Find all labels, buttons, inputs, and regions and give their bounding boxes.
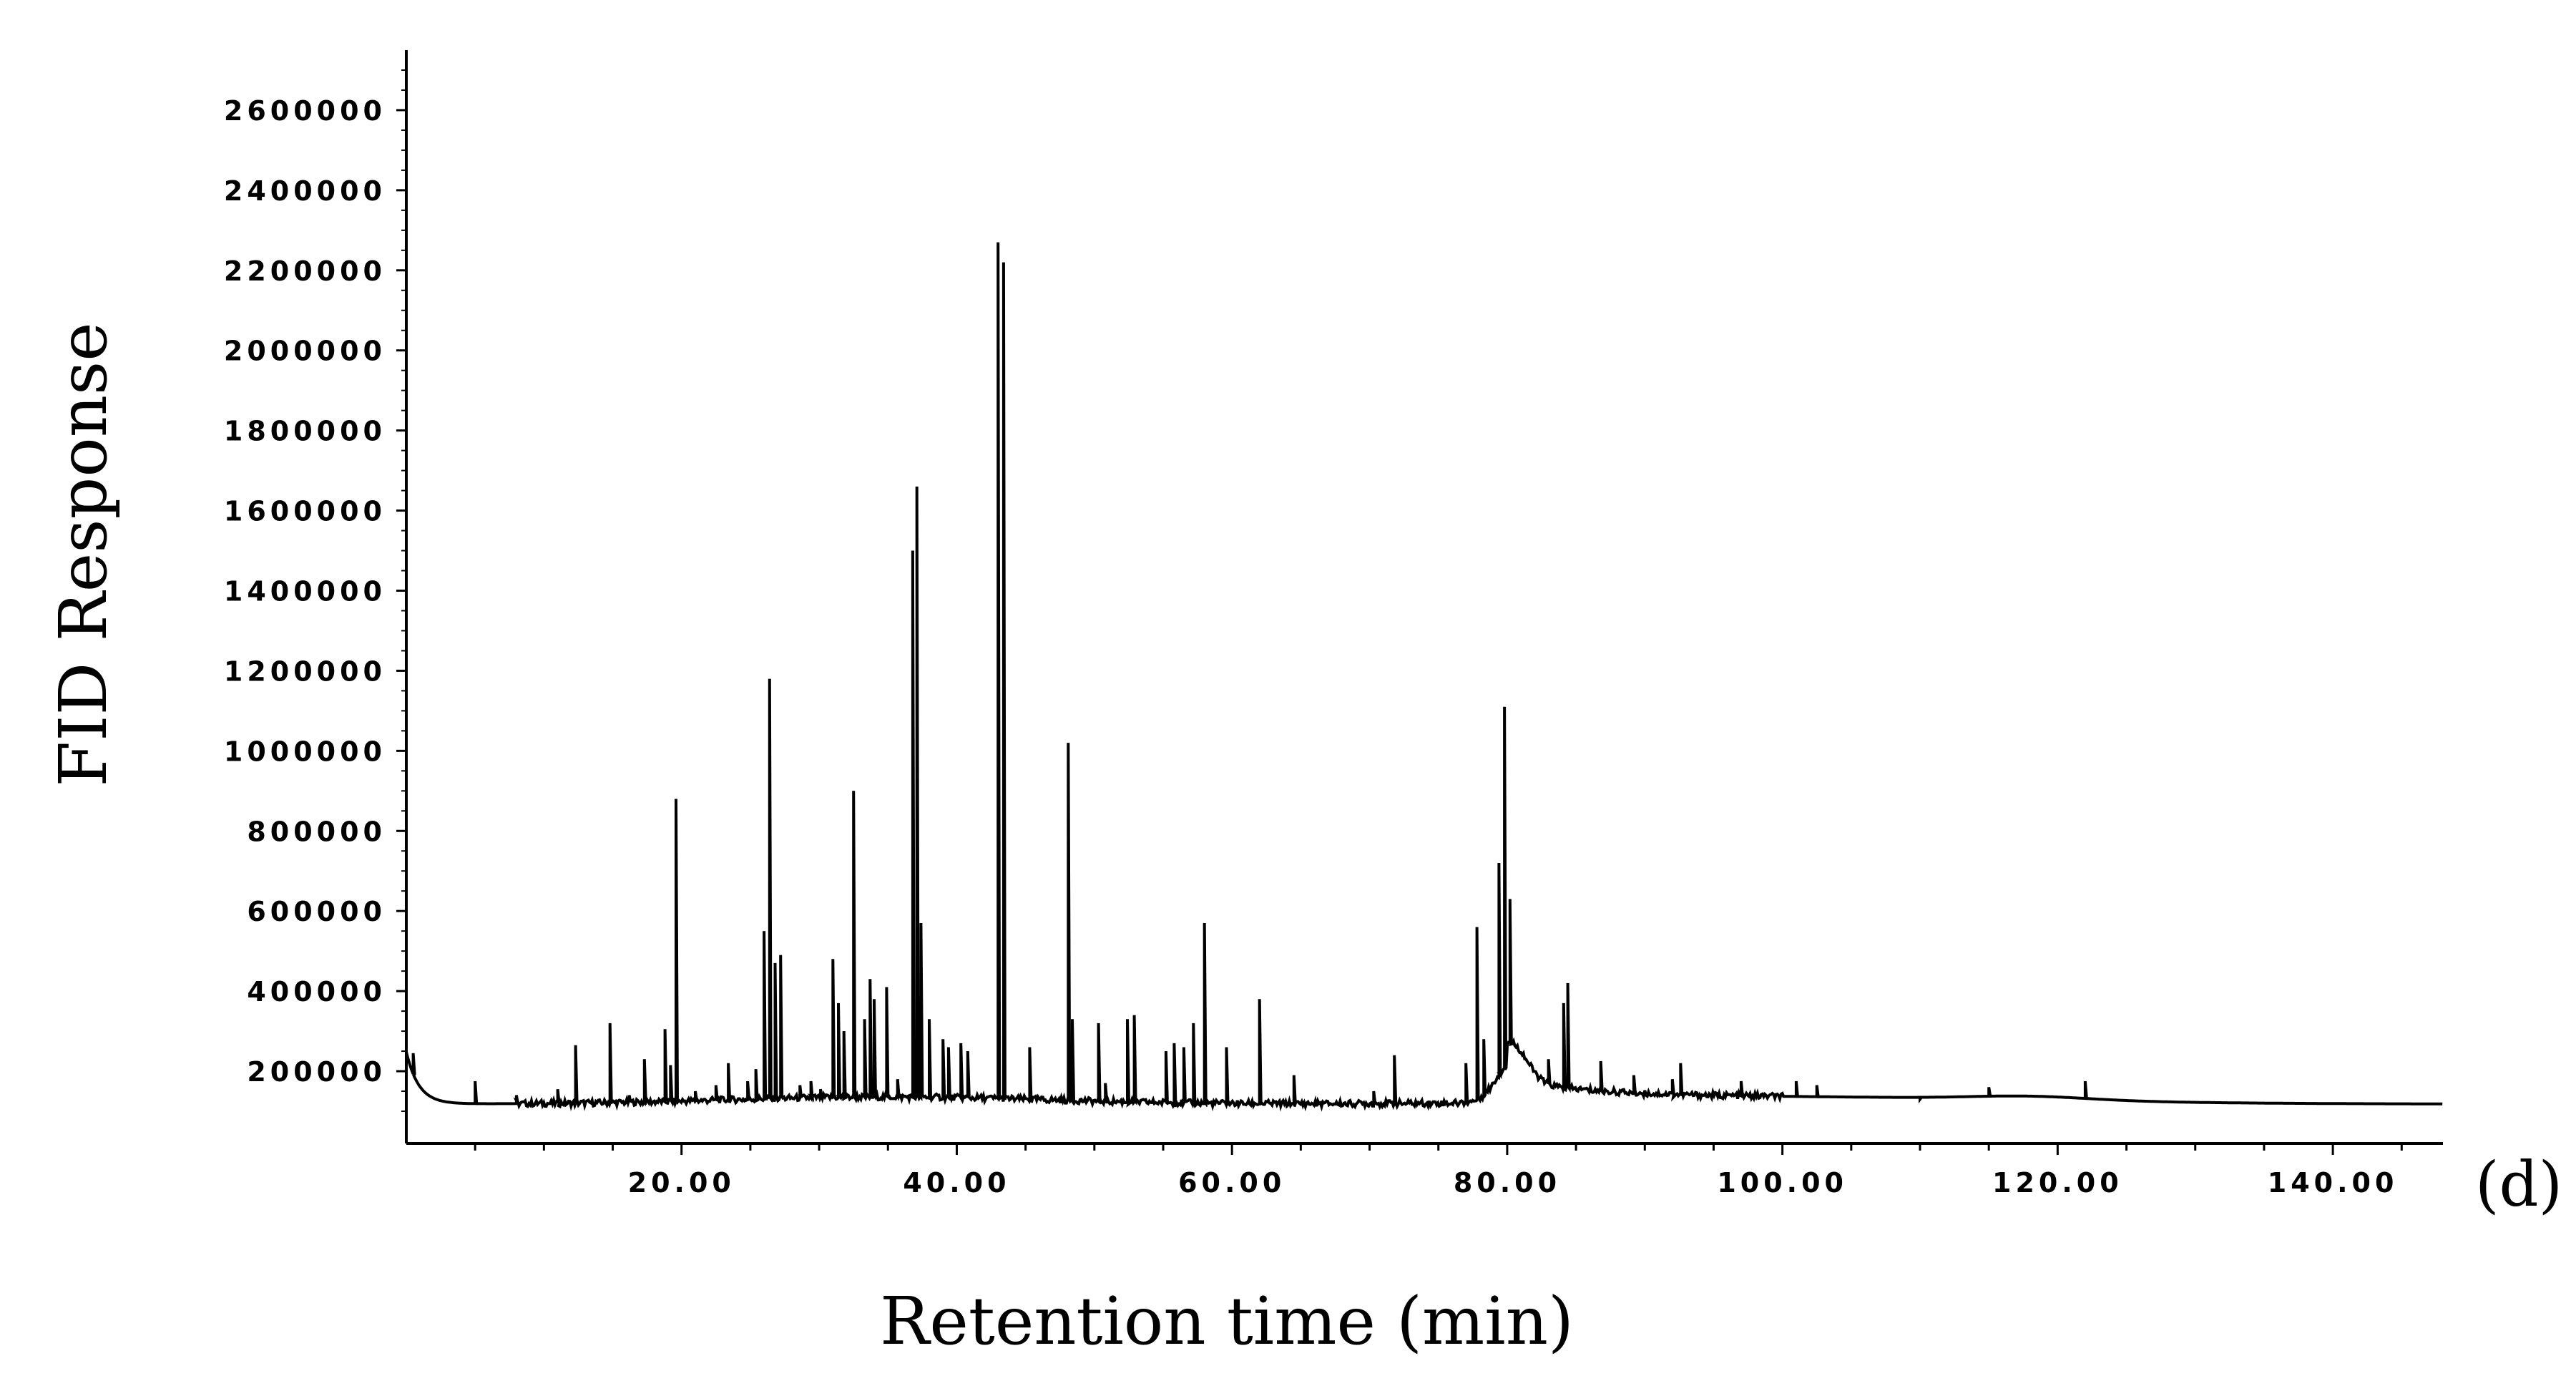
y-axis-ticks: 200000 400000 600000 800000 1000000 1200000 14… [224,69,406,1112]
x-tick-label: 120.00 [1992,1167,2123,1199]
y-tick-label: 1200000 [224,655,386,687]
y-tick-label: 400000 [247,976,386,1007]
x-axis-title: Retention time (min) [880,1283,1574,1360]
x-tick-label: 140.00 [2268,1167,2399,1199]
y-tick-label: 2000000 [224,336,386,367]
x-tick-label: 40.00 [903,1167,1010,1199]
x-tick-label: 80.00 [1454,1167,1561,1199]
y-tick-label: 1000000 [224,736,386,767]
x-tick-label: 60.00 [1178,1167,1285,1199]
y-tick-label: 2200000 [224,255,386,287]
x-tick-label: 20.00 [628,1167,735,1199]
y-tick-label: 1400000 [224,575,386,607]
x-tick-label: 100.00 [1717,1167,1848,1199]
y-axis-title: FID Response [45,322,122,786]
y-tick-label: 600000 [247,896,386,927]
chromatogram-trace [405,242,2443,1112]
chart-axes [405,50,2443,1145]
y-tick-label: 2600000 [224,95,386,127]
y-tick-label: 2400000 [224,175,386,207]
y-tick-label: 1600000 [224,496,386,527]
x-axis-ticks: 20.00 40.00 60.00 80.00 100.00 120.00 140.00 [474,1143,2403,1199]
y-tick-label: 800000 [247,816,386,847]
y-tick-label: 1800000 [224,416,386,447]
panel-label: (d) [2475,1149,2562,1221]
y-tick-label: 200000 [247,1056,386,1088]
